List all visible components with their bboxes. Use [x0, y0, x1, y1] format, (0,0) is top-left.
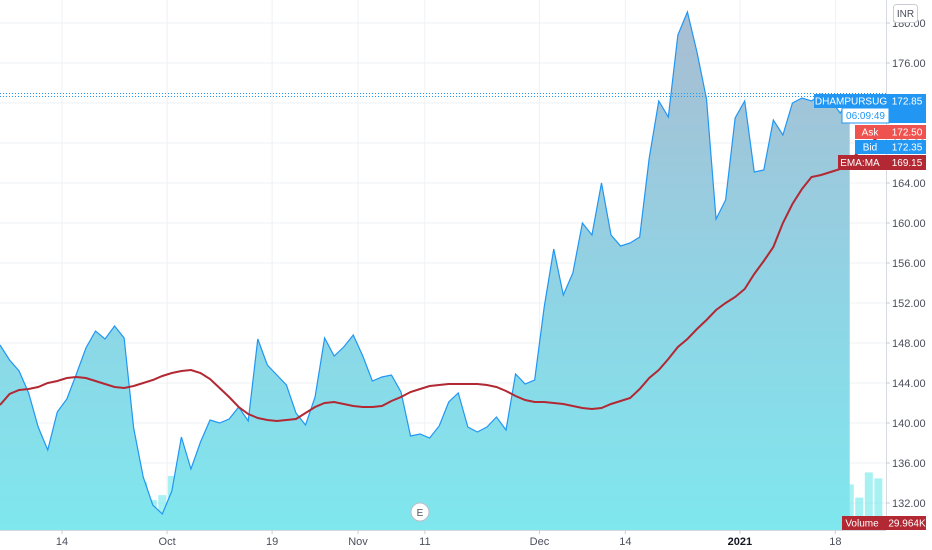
ema-line — [0, 131, 886, 423]
volume-tag: Volume 29.964K — [842, 516, 926, 530]
price-tick-label: 156.00 — [892, 258, 926, 270]
ema-tag: EMA:MA 169.15 — [838, 155, 926, 170]
ema-value: 169.15 — [892, 158, 923, 169]
time-tick-label: 2021 — [728, 536, 752, 548]
time-tick-label: 18 — [829, 536, 841, 548]
price-tick-label: 164.00 — [892, 178, 926, 190]
bid-tag: Bid 172.35 — [855, 140, 926, 154]
price-tick-label: 176.00 — [892, 58, 926, 70]
time-tick-label: 14 — [619, 536, 631, 548]
symbol-last-price: 172.85 — [892, 97, 923, 108]
ask-tag: Ask 172.50 — [855, 125, 926, 139]
volume-bar — [864, 472, 873, 530]
price-tick-label: 140.00 — [892, 418, 926, 430]
bid-value: 172.35 — [892, 143, 923, 154]
plot-area — [0, 10, 886, 530]
symbol-name: DHAMPURSUG — [815, 97, 887, 108]
currency-label: INR — [897, 9, 914, 20]
earnings-marker[interactable]: E — [410, 502, 430, 522]
bar-countdown: 06:09:49 — [846, 111, 885, 122]
price-tick-label: 148.00 — [892, 338, 926, 350]
price-tick-label: 136.00 — [892, 458, 926, 470]
volume-value: 29.964K — [888, 519, 926, 530]
price-tick-label: 160.00 — [892, 218, 926, 230]
currency-button[interactable]: INR — [893, 4, 918, 23]
volume-bar — [855, 497, 864, 530]
time-scale[interactable]: 14 Oct 19 Nov 11 Dec 14 2021 18 — [56, 530, 842, 548]
earnings-marker-label: E — [417, 508, 424, 519]
ask-label: Ask — [862, 128, 880, 139]
price-tick-label: 132.00 — [892, 498, 926, 510]
time-tick-label: Oct — [159, 536, 176, 548]
bid-label: Bid — [863, 143, 877, 154]
volume-label: Volume — [845, 519, 879, 530]
time-tick-label: 11 — [419, 536, 430, 548]
time-tick-label: 19 — [266, 536, 278, 548]
price-tags: DHAMPURSUG 172.85 06:09:49 Ask 172.50 Bi… — [814, 94, 926, 530]
ask-value: 172.50 — [892, 128, 923, 139]
symbol-tag: DHAMPURSUG 172.85 — [814, 94, 926, 108]
time-tick-label: 14 — [56, 536, 68, 548]
time-tick-label: Nov — [348, 536, 368, 548]
price-scale[interactable]: 132.00 136.00 140.00 144.00 148.00 152.00 156.… — [886, 18, 926, 510]
ema-label: EMA:MA — [840, 158, 880, 169]
price-tick-label: 152.00 — [892, 298, 926, 310]
countdown-tag: 06:09:49 — [841, 107, 926, 124]
price-area-fill — [0, 12, 850, 530]
price-tick-label: 144.00 — [892, 378, 926, 390]
time-tick-label: Dec — [530, 536, 550, 548]
volume-bar — [874, 478, 883, 530]
price-line — [0, 10, 851, 516]
